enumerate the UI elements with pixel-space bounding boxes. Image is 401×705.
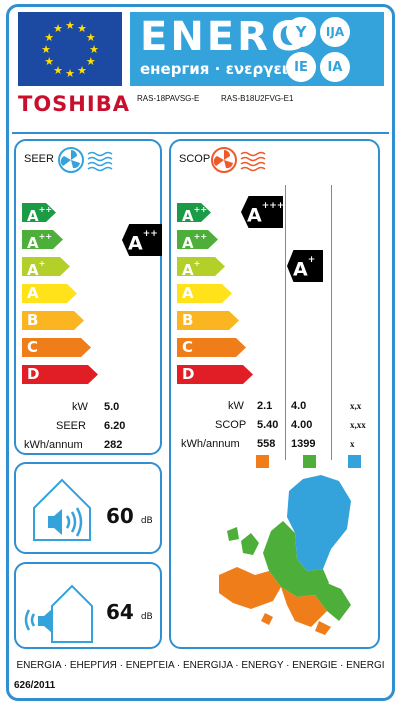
zone-cold-swatch (348, 455, 361, 468)
eu-star-icon: ★ (44, 56, 54, 68)
model-indoor: RAS-18PAVSG-E (137, 94, 200, 103)
column-divider-average (331, 185, 332, 460)
indoor-unit-speaker-icon (33, 478, 91, 541)
indoor-noise-panel: 60 dB (14, 462, 162, 554)
outdoor-noise-panel: 64 dB (14, 562, 162, 649)
eu-star-icon: ★ (86, 32, 96, 44)
average-annual: 1399 (291, 438, 316, 450)
energy-subtitle: енергия · ενεργεια (140, 60, 298, 78)
cooling-class-bar: A+ (22, 257, 70, 276)
eu-flag: ★ ★ ★ ★ ★ ★ ★ ★ ★ ★ ★ ★ (18, 12, 122, 86)
heat-annual-label: kWh/annum (181, 438, 240, 450)
suffix-y: Y (286, 17, 316, 47)
heating-rating-pointer-average: A+ (287, 250, 323, 282)
warm-annual: 558 (257, 438, 276, 450)
cooling-fan-icon (58, 147, 113, 173)
heat-scop-label: SCOP (215, 419, 247, 431)
suffix-ia: IA (320, 52, 350, 82)
cold-scop: x,xx (350, 420, 366, 430)
eu-star-icon: ★ (65, 68, 75, 80)
average-kw: 4.0 (291, 400, 307, 412)
eu-star-icon: ★ (77, 23, 87, 35)
label-border (6, 4, 395, 701)
heating-class-bar: A+ (177, 257, 225, 276)
column-divider-warm (285, 185, 286, 460)
eu-star-icon: ★ (89, 44, 99, 56)
heating-class-bar: A++ (177, 230, 218, 249)
heat-kw-label: kW (228, 400, 244, 412)
regulation-number: 626/2011 (14, 680, 56, 691)
header-divider (12, 132, 389, 134)
heating-fan-icon (211, 147, 266, 173)
eu-star-icon: ★ (41, 44, 51, 56)
heating-panel: SCOP A+++ A++ A+ A B C D A+++ A+ kW SCOP kWh/a… (169, 139, 380, 649)
heating-rating-pointer-warm: A+++ (241, 196, 283, 228)
cold-annual: x (350, 439, 355, 449)
suffix-ie: IE (286, 52, 316, 82)
energy-word: ENERG (140, 14, 307, 60)
indoor-noise-value: 60 dB (106, 504, 153, 528)
cool-seer-value: 6.20 (104, 420, 126, 432)
suffix-ija: IJA (320, 17, 350, 47)
model-outdoor: RAS-B18U2FVG-E1 (221, 94, 294, 103)
eu-star-icon: ★ (53, 23, 63, 35)
cooling-class-bar: A+++ (22, 203, 56, 222)
warm-kw: 2.1 (257, 400, 273, 412)
cooling-panel: SEER A+++ A++ A+ A B C D A++ kW 5.0 SEER 6.20 … (14, 139, 162, 455)
seer-title: SEER (24, 153, 54, 165)
cold-kw: x,x (350, 401, 362, 411)
europe-climate-map (219, 475, 351, 635)
scop-title: SCOP (179, 153, 211, 165)
zone-warm-swatch (256, 455, 269, 468)
eu-star-icon: ★ (44, 32, 54, 44)
outdoor-noise-value: 64 dB (106, 600, 153, 624)
heating-class-bar: B (177, 311, 239, 330)
cool-kw-value: 5.0 (104, 401, 120, 413)
cooling-class-bar: D (22, 365, 98, 384)
warm-scop: 5.40 (257, 419, 279, 431)
cooling-class-bar: A (22, 284, 77, 303)
eu-star-icon: ★ (77, 65, 87, 77)
heating-class-bar: C (177, 338, 246, 357)
cooling-rating-pointer: A++ (122, 224, 162, 256)
brand-logo: TOSHIBA (18, 92, 130, 116)
footer-energy-words: ENERGIA · ЕНЕРГИЯ · ΕΝΕΡΓΕΙΑ · ENERGIJA … (16, 660, 385, 671)
heating-class-bar: A (177, 284, 232, 303)
cooling-class-bar: B (22, 311, 84, 330)
cooling-class-bar: A++ (22, 230, 63, 249)
eu-star-icon: ★ (53, 65, 63, 77)
cool-kw-label: kW (72, 401, 88, 413)
cool-seer-label: SEER (56, 420, 86, 432)
energy-banner: ENERG енергия · ενεργεια Y IJA IE IA (130, 12, 384, 86)
eu-star-icon: ★ (86, 56, 96, 68)
cooling-class-bar: C (22, 338, 91, 357)
zone-average-swatch (303, 455, 316, 468)
average-scop: 4.00 (291, 419, 313, 431)
cool-annual-label: kWh/annum (24, 439, 83, 451)
heating-class-bar: D (177, 365, 253, 384)
cool-annual-value: 282 (104, 439, 123, 451)
eu-star-icon: ★ (65, 20, 75, 32)
heating-class-bar: A+++ (177, 203, 211, 222)
outdoor-unit-speaker-icon (24, 584, 93, 643)
